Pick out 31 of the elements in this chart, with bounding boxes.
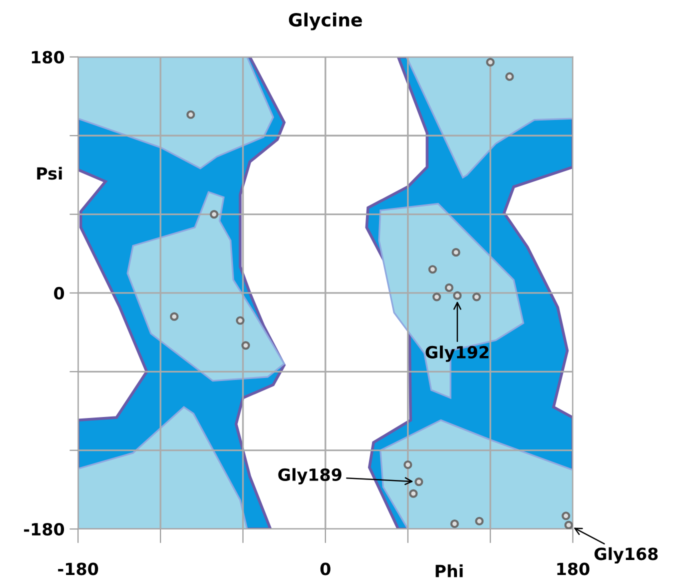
y-tick-label: 180: [32, 50, 64, 64]
annotation: Gly168: [594, 547, 658, 564]
point: [486, 58, 495, 66]
point: [432, 292, 442, 302]
y-axis-title: Psi: [37, 166, 62, 180]
point: [428, 265, 437, 274]
point: [452, 248, 460, 257]
point: [472, 292, 481, 302]
x-tick-label: 0: [320, 562, 330, 576]
y-tick-label: -180: [24, 522, 64, 536]
point: [453, 291, 462, 300]
point: [186, 110, 196, 119]
point: [505, 72, 514, 81]
point: [241, 341, 250, 350]
y-tick-label: 0: [54, 286, 64, 300]
point: [444, 283, 454, 292]
point: [210, 210, 218, 219]
point: [170, 312, 179, 321]
point: [450, 519, 459, 528]
point: [562, 512, 570, 520]
point: [236, 316, 245, 325]
annotation: Gly189: [278, 468, 342, 484]
point: [564, 520, 573, 529]
x-tick-label: 180: [557, 562, 590, 576]
chart-title: Glycine: [288, 12, 362, 30]
point: [404, 460, 412, 470]
x-tick-label: -180: [58, 562, 98, 576]
x-axis-title: Phi: [436, 564, 463, 578]
point: [409, 489, 418, 498]
point: [475, 516, 484, 526]
point: [414, 477, 424, 486]
